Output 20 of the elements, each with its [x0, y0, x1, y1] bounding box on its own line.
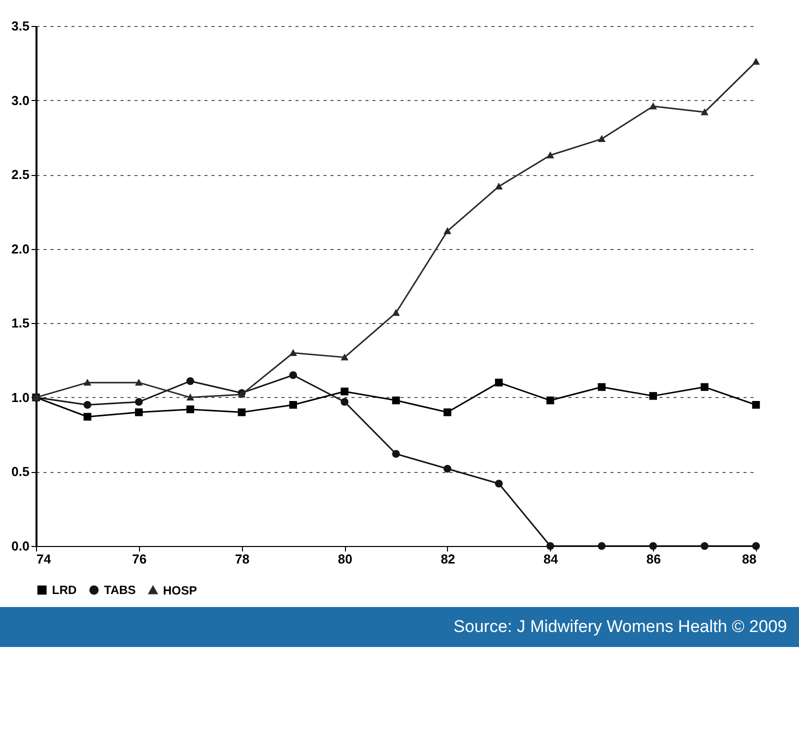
legend-label: LRD — [52, 583, 77, 598]
x-tick-label: 84 — [544, 552, 559, 566]
x-tick-label: 80 — [338, 552, 352, 566]
y-tick-label: 1.0 — [11, 390, 30, 405]
y-tick-label: 0.0 — [11, 538, 30, 554]
y-tick-label: 0.5 — [11, 464, 30, 480]
x-tick-label: 86 — [646, 552, 661, 566]
x-tick-label: 88 — [742, 552, 756, 566]
x-tick-label: 82 — [440, 552, 456, 566]
x-tick-label: 76 — [132, 552, 147, 566]
x-tick-label: 78 — [234, 552, 250, 566]
y-tick-label: 2.5 — [11, 167, 30, 182]
y-tick-label: 3.5 — [11, 18, 30, 34]
y-tick-label: 2.0 — [11, 241, 30, 256]
legend-label: HOSP — [163, 583, 198, 598]
source-note: Source: J Midwifery Womens Health © 2009 — [0, 607, 799, 647]
x-tick-label: 74 — [36, 552, 52, 566]
y-tick-label: 1.5 — [11, 316, 30, 331]
legend-label: TABS — [104, 583, 136, 598]
y-tick-label: 3.0 — [11, 92, 30, 108]
